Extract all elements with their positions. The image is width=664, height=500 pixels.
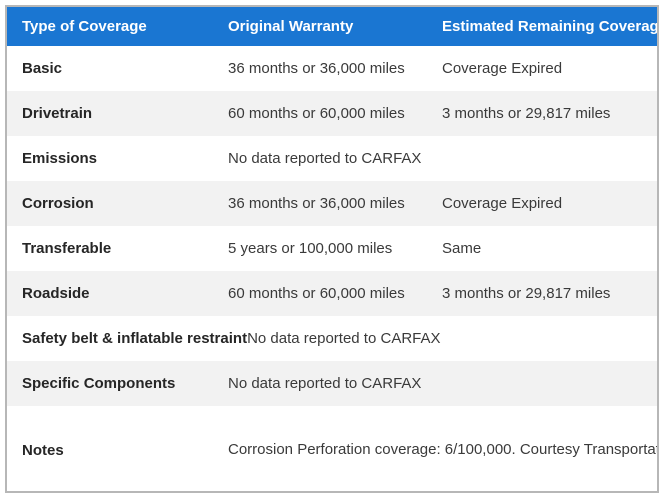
column-header-type-of-coverage: Type of Coverage xyxy=(7,7,213,46)
header-row: Type of Coverage Original Warranty Estim… xyxy=(7,7,657,46)
original-warranty-value: 36 months or 36,000 miles xyxy=(228,195,405,212)
row-label: Notes xyxy=(22,441,64,459)
remaining-coverage-value: Coverage Expired xyxy=(442,195,563,212)
row-label: Basic xyxy=(22,60,63,77)
table-row-specific-components: Specific Components No data reported to … xyxy=(7,361,657,406)
column-header-original-warranty: Original Warranty xyxy=(213,7,427,46)
warranty-coverage-table: Type of Coverage Original Warranty Estim… xyxy=(7,7,657,491)
original-warranty-value: 60 months or 60,000 miles xyxy=(228,285,405,302)
column-header-estimated-remaining-coverage: Estimated Remaining Coverage xyxy=(427,7,657,46)
remaining-coverage-value: 3 months or 29,817 miles xyxy=(442,105,611,122)
table-body: Basic 36 months or 36,000 miles Coverage… xyxy=(7,46,657,491)
table-header: Type of Coverage Original Warranty Estim… xyxy=(7,7,657,46)
row-label: Specific Components xyxy=(22,375,176,392)
original-warranty-value: No data reported to CARFAX xyxy=(228,375,422,392)
notes-text: Corrosion Perforation coverage: 6/100,00… xyxy=(228,441,657,458)
row-label: Corrosion xyxy=(22,195,94,212)
remaining-coverage-value xyxy=(427,136,657,181)
table-row-transferable: Transferable 5 years or 100,000 miles Sa… xyxy=(7,226,657,271)
original-warranty-value: 36 months or 36,000 miles xyxy=(228,60,405,77)
row-label: Transferable xyxy=(22,240,112,257)
remaining-coverage-value: 3 months or 29,817 miles xyxy=(442,285,611,302)
row-label: Drivetrain xyxy=(22,105,93,122)
table-row-emissions: Emissions No data reported to CARFAX xyxy=(7,136,657,181)
remaining-coverage-value: Coverage Expired xyxy=(442,60,563,77)
table-row-safety-belt: Safety belt & inflatable restraintNo dat… xyxy=(7,316,657,361)
remaining-coverage-value: Same xyxy=(442,240,482,257)
merged-label-and-value-cell: Safety belt & inflatable restraintNo dat… xyxy=(7,316,657,361)
original-warranty-value: No data reported to CARFAX xyxy=(247,330,441,347)
warranty-table-container: Type of Coverage Original Warranty Estim… xyxy=(5,5,659,493)
original-warranty-value: 60 months or 60,000 miles xyxy=(228,105,405,122)
row-label: Safety belt & inflatable restraint xyxy=(22,330,248,347)
table-row-basic: Basic 36 months or 36,000 miles Coverage… xyxy=(7,46,657,91)
table-row-roadside: Roadside 60 months or 60,000 miles 3 mon… xyxy=(7,271,657,316)
original-warranty-value: 5 years or 100,000 miles xyxy=(228,240,393,257)
original-warranty-value: No data reported to CARFAX xyxy=(228,150,422,167)
table-row-corrosion: Corrosion 36 months or 36,000 miles Cove… xyxy=(7,181,657,226)
row-label: Emissions xyxy=(22,150,98,167)
table-row-notes: Notes Corrosion Perforation coverage: 6/… xyxy=(7,406,657,491)
row-label: Roadside xyxy=(22,285,90,302)
table-row-drivetrain: Drivetrain 60 months or 60,000 miles 3 m… xyxy=(7,91,657,136)
remaining-coverage-value xyxy=(427,361,657,406)
